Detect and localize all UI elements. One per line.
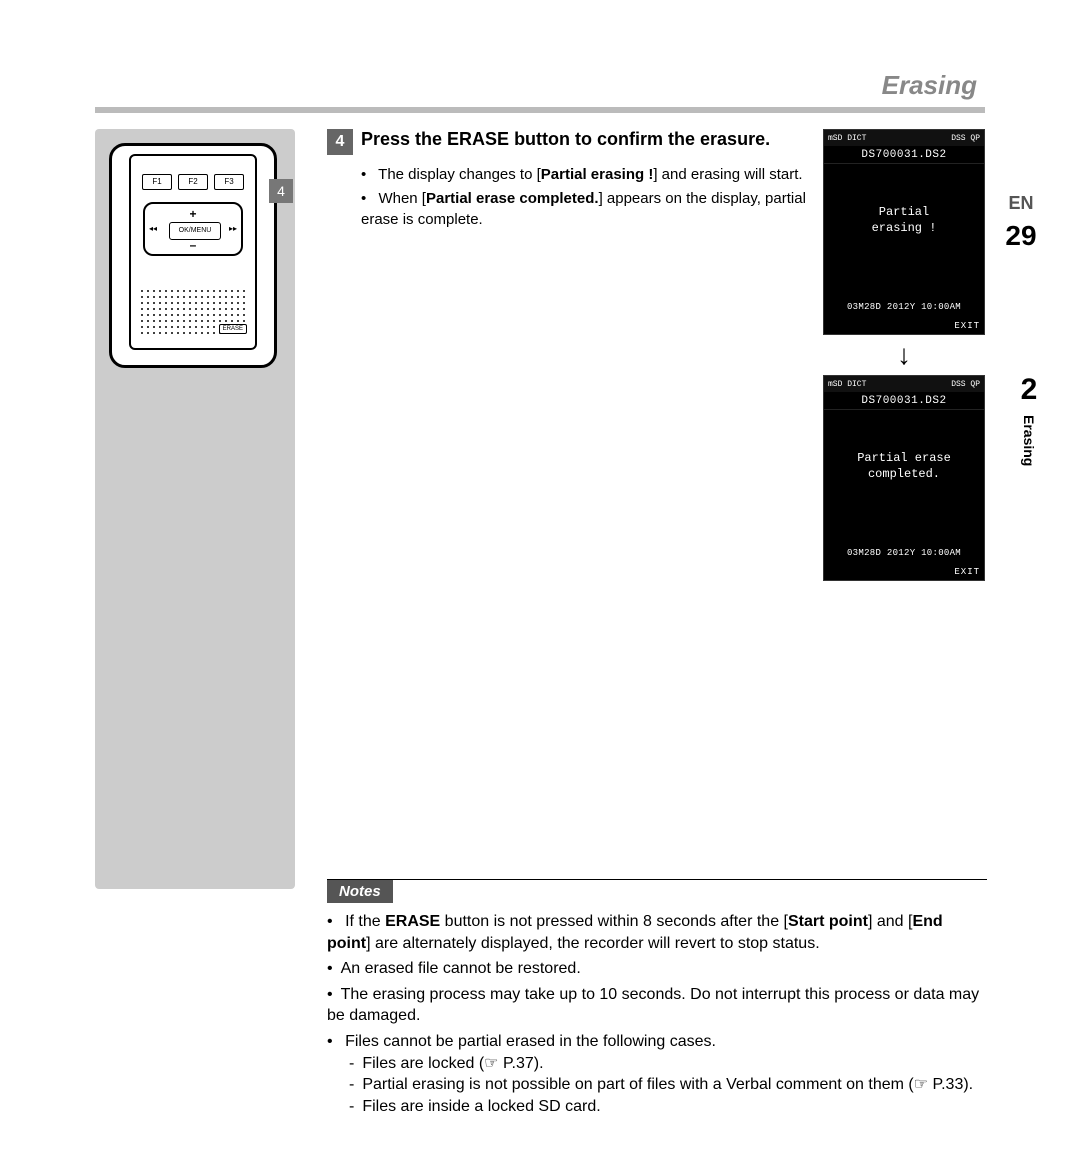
note-item: Files cannot be partial erased in the fo… <box>327 1031 987 1117</box>
fkey: F2 <box>178 174 208 190</box>
minus-icon: – <box>145 238 241 252</box>
sidebar-illustration: F1 F2 F3 + ◂◂ OK/MENU ▸▸ – ERASE 4 <box>95 129 295 889</box>
screen-message-line: Partial <box>824 205 984 221</box>
battery-icon: DSS QP <box>951 380 980 389</box>
step-bullet: The display changes to [Partial erasing … <box>361 165 807 185</box>
step-number: 4 <box>327 129 353 155</box>
header-rule <box>95 107 985 113</box>
step-title: Press the ERASE button to confirm the er… <box>361 129 770 155</box>
dpad: + ◂◂ OK/MENU ▸▸ – <box>143 202 243 256</box>
device-outline: F1 F2 F3 + ◂◂ OK/MENU ▸▸ – ERASE <box>109 143 277 368</box>
arrow-down-icon: ↓ <box>823 341 985 369</box>
note-subitem: Files are inside a locked SD card. <box>349 1096 987 1118</box>
page-title: Erasing <box>95 70 985 101</box>
forward-icon: ▸▸ <box>229 224 237 233</box>
sd-icon: mSD DICT <box>828 134 866 143</box>
note-item: An erased file cannot be restored. <box>327 958 987 980</box>
note-item: If the ERASE button is not pressed withi… <box>327 911 987 954</box>
fkey: F1 <box>142 174 172 190</box>
note-subitem: Partial erasing is not possible on part … <box>349 1074 987 1096</box>
screen-datetime: 03M28D 2012Y 10:00AM <box>824 302 984 312</box>
screen-message-line: erasing ! <box>824 221 984 237</box>
notes-rule <box>327 879 987 880</box>
note-subitem: Files are locked (☞ P.37). <box>349 1053 987 1075</box>
erase-button-label: ERASE <box>219 324 247 334</box>
note-item: The erasing process may take up to 10 se… <box>327 984 987 1027</box>
lcd-screen-completed: mSD DICT DSS QP DS700031.DS2 Partial era… <box>823 375 985 581</box>
lcd-screen-erasing: mSD DICT DSS QP DS700031.DS2 Partial era… <box>823 129 985 335</box>
battery-icon: DSS QP <box>951 134 980 143</box>
sd-icon: mSD DICT <box>828 380 866 389</box>
screen-datetime: 03M28D 2012Y 10:00AM <box>824 548 984 558</box>
screen-filename: DS700031.DS2 <box>824 392 984 410</box>
screen-exit-label: EXIT <box>954 321 980 331</box>
screen-message-line: completed. <box>824 467 984 483</box>
rewind-icon: ◂◂ <box>149 224 157 233</box>
fkey: F3 <box>214 174 244 190</box>
chapter-label: Erasing <box>1021 415 1037 466</box>
screen-filename: DS700031.DS2 <box>824 146 984 164</box>
screen-exit-label: EXIT <box>954 567 980 577</box>
plus-icon: + <box>145 207 241 221</box>
language-code: EN <box>991 193 1051 214</box>
callout-number: 4 <box>269 179 293 203</box>
notes-heading: Notes <box>327 880 393 903</box>
chapter-number: 2 <box>1007 373 1051 407</box>
page-number: 29 <box>991 220 1051 252</box>
screen-message-line: Partial erase <box>824 451 984 467</box>
step-bullet: When [Partial erase completed.] appears … <box>361 189 807 230</box>
